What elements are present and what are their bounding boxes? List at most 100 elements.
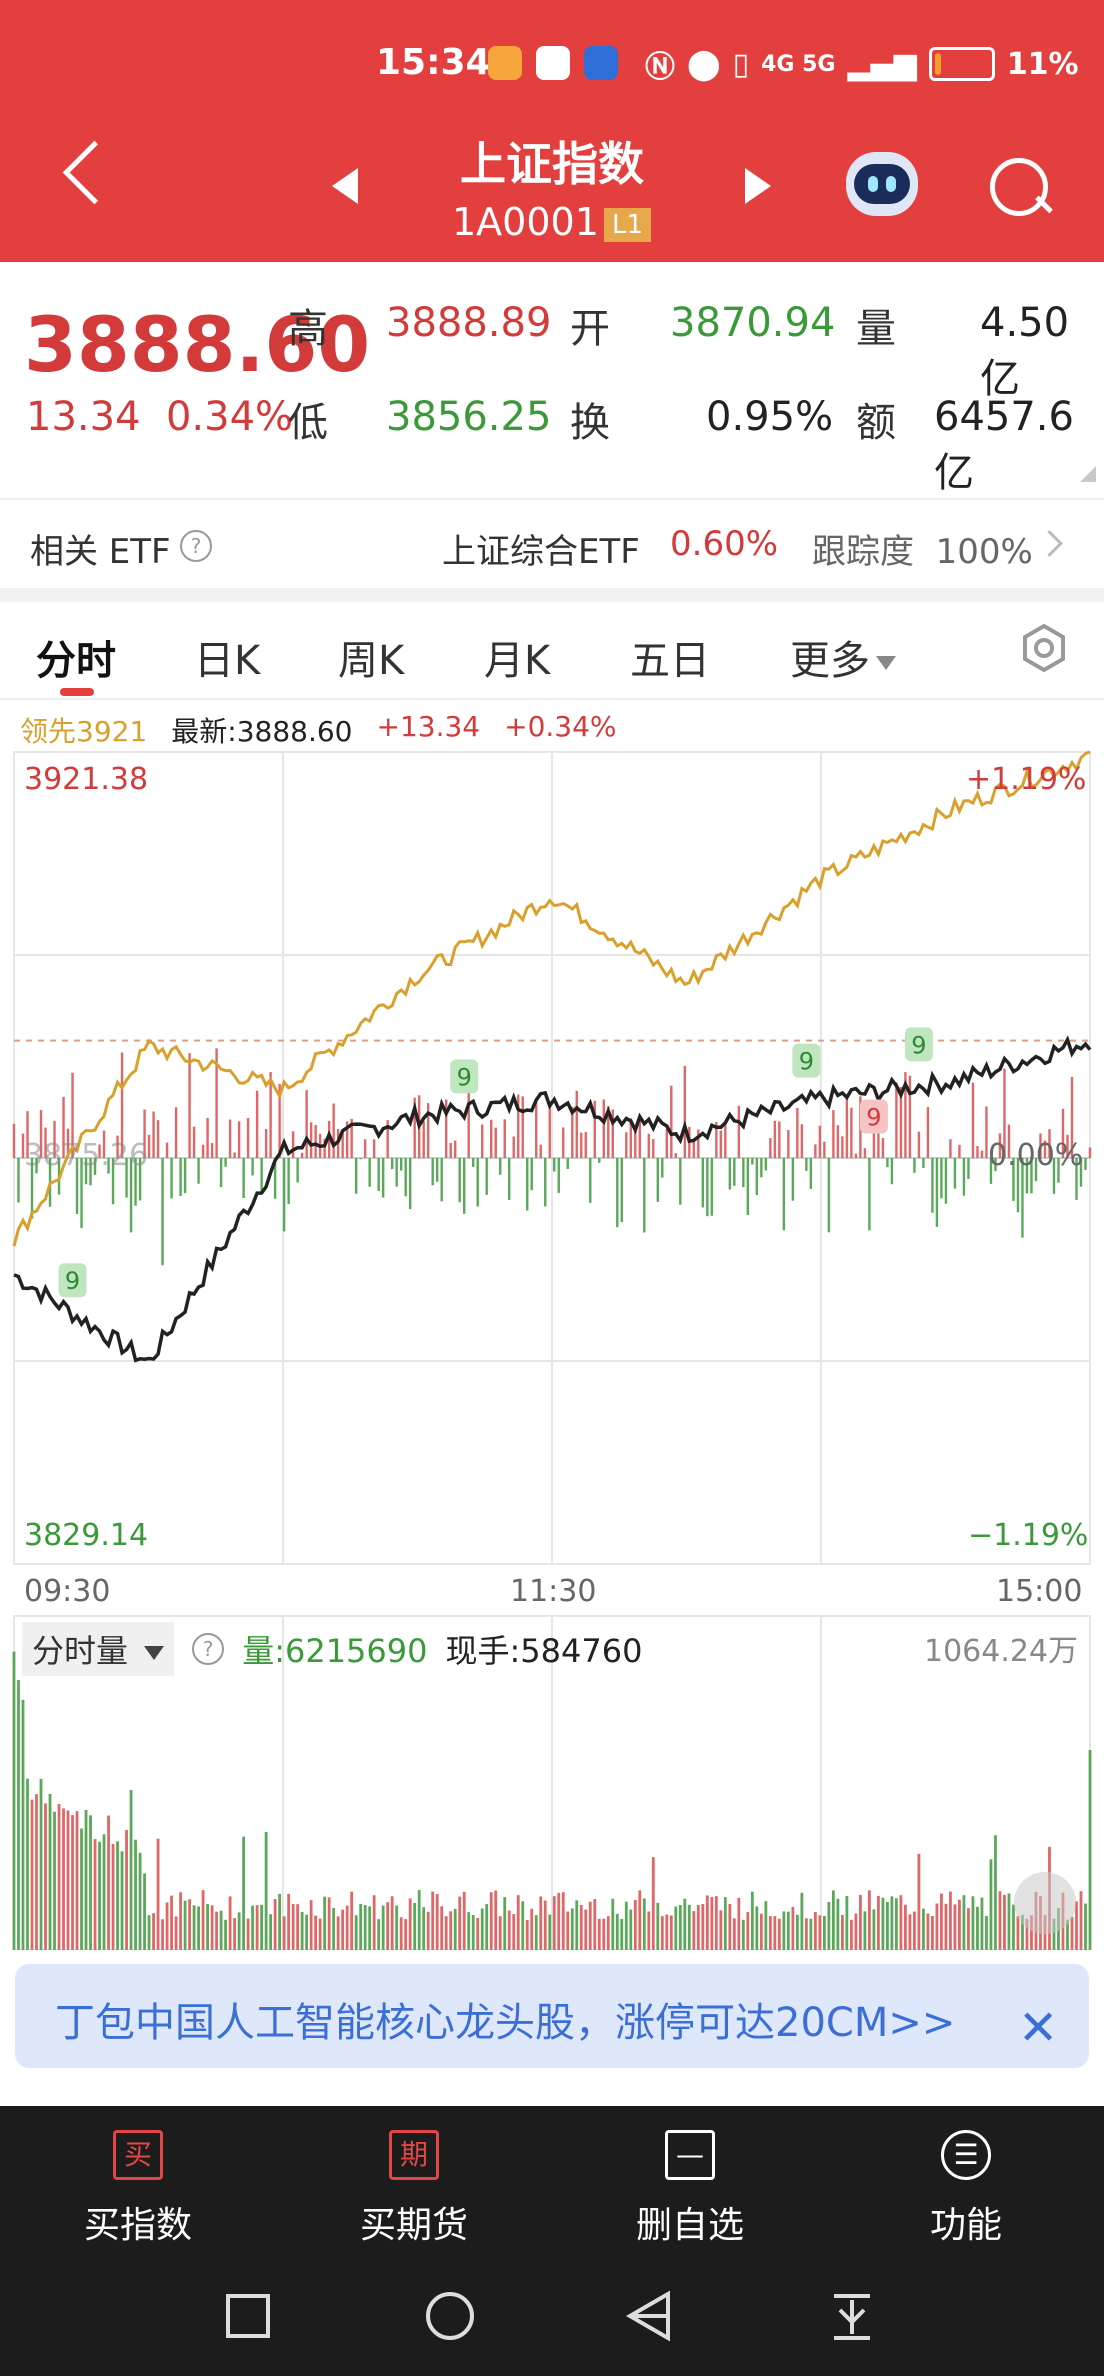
- momentum-bar: [800, 1124, 804, 1158]
- volume-bar: [26, 1778, 29, 1950]
- volume-bar: [372, 1895, 376, 1950]
- ad-banner[interactable]: 丁包中国人工智能核心龙头股，涨停可达20CM>>: [15, 1964, 1089, 2068]
- volume-bar: [647, 1911, 651, 1950]
- tab-five-day[interactable]: 五日: [630, 638, 710, 684]
- volume-bar: [125, 1829, 128, 1950]
- momentum-bar: [1052, 1158, 1056, 1194]
- volume-bar: [300, 1911, 304, 1950]
- tab-intraday[interactable]: 分时: [36, 638, 116, 684]
- recent-apps-icon[interactable]: [226, 2294, 270, 2338]
- volume-bar: [836, 1898, 840, 1950]
- legend-leader: 领先3921: [20, 715, 148, 748]
- momentum-bar: [111, 1158, 115, 1205]
- volume-bar: [246, 1918, 250, 1950]
- momentum-bar: [967, 1158, 970, 1179]
- close-icon[interactable]: ✕: [1018, 2000, 1059, 2056]
- momentum-bar: [246, 1117, 250, 1158]
- volume-selector[interactable]: 分时量: [22, 1622, 175, 1676]
- volume-bar: [534, 1915, 538, 1950]
- volume-bar: [782, 1911, 786, 1950]
- next-icon[interactable]: [745, 168, 771, 204]
- signal-bars-icon: ▂▄▆: [847, 46, 917, 82]
- momentum-bar: [107, 1158, 110, 1174]
- volume-bar: [1088, 1750, 1092, 1950]
- momentum-bar: [1003, 1068, 1006, 1158]
- volume-bar: [813, 1912, 817, 1950]
- volume-bar: [156, 1838, 160, 1950]
- etf-label: 相关 ETF: [30, 532, 171, 572]
- volume-bar: [764, 1901, 768, 1950]
- prev-icon[interactable]: [332, 168, 358, 204]
- volume-bar: [237, 1912, 241, 1950]
- volume-bar: [138, 1852, 142, 1950]
- volume-bar: [84, 1809, 88, 1950]
- help-icon[interactable]: ?: [180, 530, 212, 562]
- momentum-bar: [210, 1143, 214, 1158]
- tab-daily-k[interactable]: 日K: [194, 638, 261, 684]
- buy-index-button[interactable]: 买 买指数: [0, 2106, 276, 2248]
- momentum-bar: [1034, 1158, 1038, 1182]
- volume-bar: [494, 1890, 498, 1950]
- functions-button[interactable]: ☰ 功能: [828, 2106, 1104, 2248]
- volume-bar: [134, 1839, 137, 1950]
- momentum-bar: [129, 1158, 133, 1233]
- buy-futures-button[interactable]: 期 买期货: [276, 2106, 552, 2248]
- momentum-bar: [12, 1123, 16, 1158]
- momentum-bar: [260, 1158, 263, 1192]
- momentum-bar: [575, 1090, 578, 1158]
- help-icon[interactable]: ?: [192, 1633, 225, 1665]
- momentum-bar: [242, 1158, 245, 1199]
- volume-bar: [976, 1906, 979, 1950]
- volume-bar: [242, 1836, 246, 1950]
- intraday-chart[interactable]: 9 9 9 9 9: [0, 740, 1104, 1950]
- momentum-bar: [35, 1158, 38, 1174]
- tab-more[interactable]: 更多: [790, 628, 896, 686]
- momentum-bar: [224, 1158, 227, 1167]
- momentum-bar: [206, 1117, 209, 1158]
- volume-bar: [908, 1914, 912, 1950]
- momentum-bar: [940, 1158, 943, 1199]
- momentum-bar: [656, 1158, 659, 1202]
- tab-monthly-k[interactable]: 月K: [484, 638, 551, 684]
- etf-pct: 0.60%: [670, 524, 779, 564]
- tab-weekly-k[interactable]: 周K: [338, 638, 405, 684]
- remove-watchlist-button[interactable]: — 删自选: [552, 2106, 828, 2248]
- volume-bar: [143, 1873, 146, 1950]
- volume-bar: [958, 1899, 961, 1950]
- volume-bar: [318, 1918, 322, 1950]
- home-icon[interactable]: [426, 2292, 474, 2340]
- caret-down-icon: [876, 656, 896, 670]
- volume-bar: [615, 1913, 619, 1950]
- momentum-bar: [291, 1131, 295, 1158]
- volume-bar: [674, 1906, 678, 1950]
- momentum-bar: [1066, 1134, 1069, 1158]
- momentum-bar: [255, 1090, 259, 1158]
- volume-bar: [678, 1905, 682, 1950]
- volume-bar: [305, 1914, 309, 1950]
- turnover-value: 0.95%: [706, 394, 834, 440]
- search-icon[interactable]: [990, 158, 1048, 216]
- volume-bar: [854, 1913, 858, 1950]
- settings-icon[interactable]: [1018, 622, 1070, 674]
- momentum-bar: [192, 1126, 196, 1158]
- notification-pull-icon[interactable]: [834, 2294, 870, 2340]
- volume-bar: [777, 1918, 781, 1950]
- back-nav-icon[interactable]: [626, 2290, 670, 2342]
- volume-bar: [773, 1916, 777, 1950]
- robot-icon[interactable]: [846, 152, 918, 216]
- volume-bar: [35, 1794, 38, 1950]
- momentum-bar: [1070, 1076, 1074, 1158]
- nfc-icon: Ⓝ: [645, 50, 675, 85]
- momentum-bar: [652, 1138, 655, 1158]
- momentum-bar: [251, 1158, 254, 1176]
- momentum-bar: [377, 1158, 380, 1192]
- etf-row[interactable]: 相关 ETF ? 上证综合ETF 0.60% 跟踪度 100%: [0, 498, 1104, 592]
- momentum-bar: [1030, 1158, 1033, 1194]
- momentum-bar: [985, 1106, 988, 1158]
- volume-bar: [967, 1908, 970, 1950]
- time-mid-label: 11:30: [510, 1574, 597, 1609]
- pct-mid-label: 0.00%: [988, 1138, 1084, 1173]
- momentum-bar: [269, 1072, 272, 1158]
- momentum-bar: [895, 1082, 898, 1158]
- expand-icon[interactable]: [1014, 1872, 1076, 1934]
